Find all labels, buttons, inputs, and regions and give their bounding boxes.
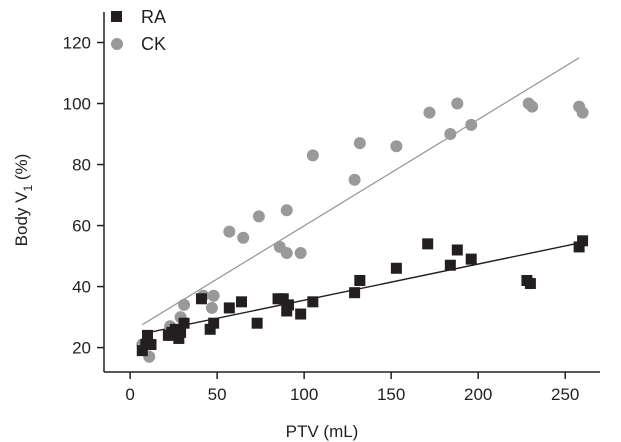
data-point-ck — [252, 210, 265, 223]
x-tick-label: 50 — [208, 385, 227, 404]
data-point-ck — [576, 106, 589, 119]
y-axis-title: Body V1 (%) — [12, 154, 35, 247]
y-tick-label: 20 — [72, 339, 91, 358]
data-point-ra — [178, 317, 190, 329]
legend-label-ra: RA — [141, 7, 166, 27]
y-tick-label: 60 — [72, 217, 91, 236]
y-axis-title-unit: (%) — [12, 154, 31, 185]
data-point-ra — [204, 323, 216, 335]
data-point-ra — [390, 262, 402, 274]
data-point-ck — [526, 100, 539, 113]
x-tick-label: 0 — [125, 385, 134, 404]
data-point-ra — [251, 317, 263, 329]
data-point-ra — [281, 305, 293, 317]
legend-item-ra: RA — [111, 7, 166, 27]
y-tick-label: 120 — [63, 34, 91, 53]
data-point-ra — [422, 238, 434, 250]
data-point-ra — [307, 296, 319, 308]
data-point-ra — [208, 317, 220, 329]
axes: 0 50 100 150 200 250 20 40 60 80 100 120 — [63, 12, 600, 404]
data-point-ra — [451, 244, 463, 256]
data-point-ra — [282, 299, 294, 311]
data-point-ra — [136, 345, 148, 357]
y-axis-title-main: Body V — [12, 191, 31, 246]
data-point-ck — [390, 140, 403, 153]
legend-marker-square — [111, 11, 122, 22]
y-tick-label: 80 — [72, 156, 91, 175]
data-point-ra — [277, 293, 289, 305]
data-point-ck — [294, 247, 307, 260]
data-point-ck — [353, 137, 366, 150]
data-point-ck — [280, 204, 293, 217]
data-point-ra — [295, 308, 307, 320]
legend: RA CK — [111, 7, 166, 54]
x-tick-label: 100 — [290, 385, 318, 404]
data-point-ra — [444, 259, 456, 271]
legend-label-ck: CK — [141, 34, 166, 54]
y-tick-label: 40 — [72, 278, 91, 297]
x-tick-label: 200 — [464, 385, 492, 404]
x-axis-title: PTV (mL) — [286, 422, 359, 441]
y-tick-label: 100 — [63, 95, 91, 114]
x-tick-label: 150 — [377, 385, 405, 404]
data-point-ra — [235, 296, 247, 308]
data-point-ck — [178, 298, 191, 311]
data-point-ck — [207, 289, 220, 302]
data-point-ra — [142, 329, 154, 341]
data-points — [136, 97, 589, 363]
data-point-ra — [573, 241, 585, 253]
data-point-ck — [306, 149, 319, 162]
trendlines — [141, 57, 583, 335]
y-ticks: 20 40 60 80 100 120 — [63, 34, 104, 358]
series-ra — [136, 235, 589, 357]
data-point-ck — [444, 128, 457, 141]
data-point-ra — [349, 287, 361, 299]
data-point-ra — [223, 302, 235, 314]
data-point-ra — [145, 339, 157, 351]
series-ck — [136, 97, 589, 363]
legend-marker-circle — [111, 38, 123, 50]
trendline-ck — [141, 57, 580, 326]
y-axis-title-subscript: 1 — [21, 185, 35, 192]
data-point-ck — [205, 301, 218, 314]
data-point-ck — [237, 231, 250, 244]
data-point-ra — [173, 332, 185, 344]
data-point-ck — [423, 106, 436, 119]
data-point-ra — [465, 253, 477, 265]
data-point-ck — [223, 225, 236, 238]
data-point-ck — [348, 173, 361, 186]
data-point-ra — [354, 274, 366, 286]
x-ticks: 0 50 100 150 200 250 — [125, 372, 579, 404]
data-point-ck — [280, 247, 293, 260]
data-point-ck — [465, 118, 478, 131]
data-point-ra — [175, 326, 187, 338]
data-point-ck — [451, 97, 464, 110]
x-tick-label: 250 — [551, 385, 579, 404]
data-point-ra — [195, 293, 207, 305]
legend-item-ck: CK — [111, 34, 166, 54]
data-point-ra — [577, 235, 589, 247]
data-point-ra — [524, 278, 536, 290]
